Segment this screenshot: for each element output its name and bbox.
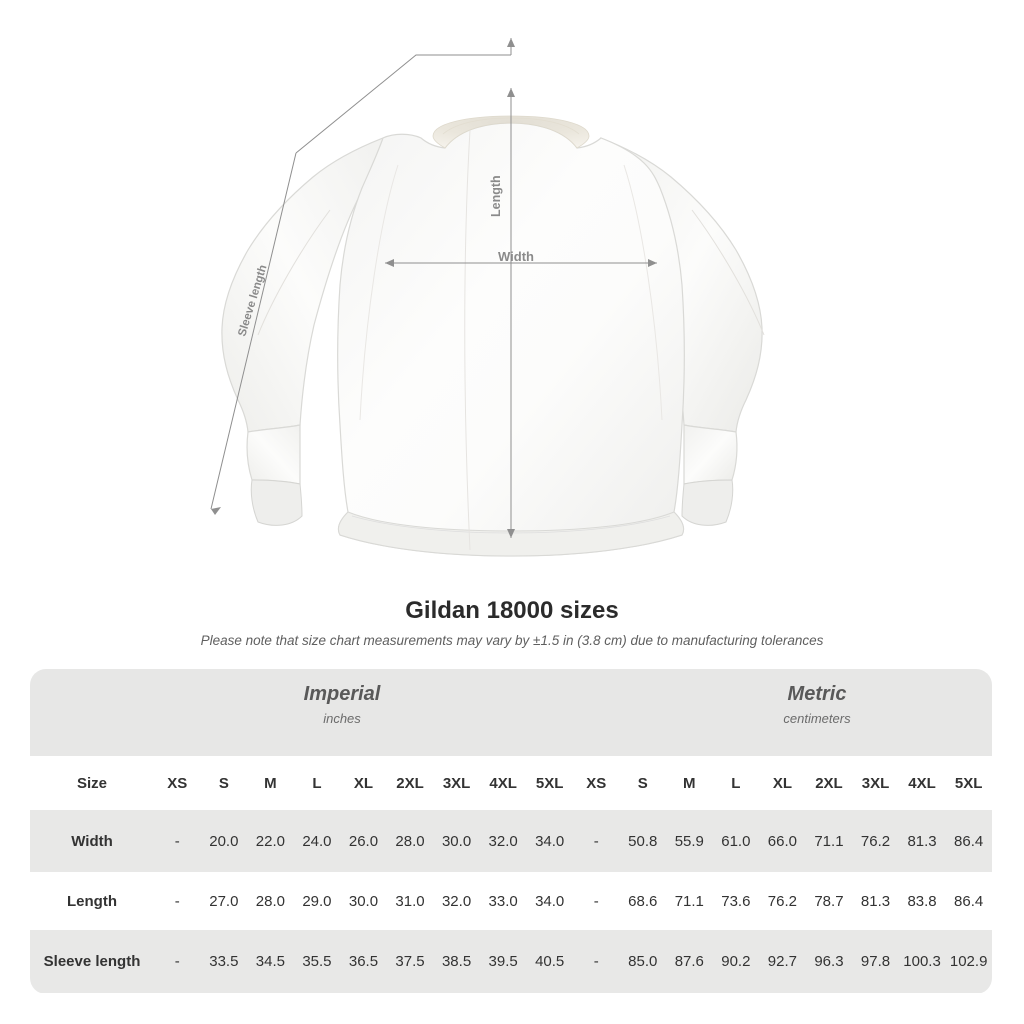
svg-text:Length: Length (489, 175, 503, 217)
svg-text:Width: Width (498, 249, 534, 264)
